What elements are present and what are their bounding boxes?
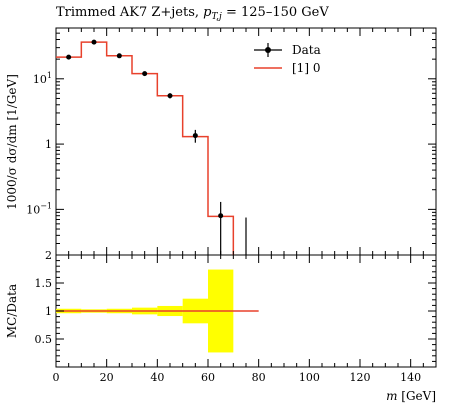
legend-data-marker — [265, 47, 271, 53]
mc-histogram — [56, 41, 235, 255]
x-tick-label-5: 100 — [299, 371, 320, 384]
ratio-y-tick-label-0: 0.5 — [35, 333, 53, 346]
x-tick-label-1: 20 — [100, 371, 114, 384]
ratio-y-tick-label-3: 2 — [45, 249, 52, 262]
main-y-axis-label: 1000/σ dσ/dm [1/GeV] — [5, 74, 19, 210]
legend: Data [1] 0 — [254, 43, 321, 75]
data-point-3 — [142, 71, 148, 77]
main-y-tick-label-0: 10−1 — [26, 201, 52, 216]
data-points — [66, 39, 247, 255]
x-tick-label-0: 0 — [53, 371, 60, 384]
ratio-y-tick-label-2: 1.5 — [35, 277, 53, 290]
ratio-y-ticks: 0.5 1 1.5 2 — [35, 249, 436, 362]
x-tick-label-4: 80 — [252, 371, 266, 384]
data-point-0 — [66, 54, 72, 60]
x-axis-label: m [GeV] — [386, 389, 436, 403]
main-y-tick-label-2: 101 — [33, 71, 52, 86]
data-point-4 — [167, 93, 173, 99]
legend-mc-label: [1] 0 — [292, 61, 320, 75]
x-tick-label-2: 40 — [150, 371, 164, 384]
data-point-5 — [192, 133, 198, 139]
data-point-6 — [218, 213, 224, 219]
data-point-1 — [91, 39, 97, 45]
x-ticks: 0 20 40 60 80 100 120 140 — [53, 28, 424, 384]
mc-histogram-line — [56, 41, 235, 255]
legend-data-label: Data — [292, 43, 321, 57]
x-tick-label-7: 140 — [400, 371, 421, 384]
x-tick-label-6: 120 — [350, 371, 371, 384]
ratio-y-axis-label: MC/Data — [5, 284, 19, 338]
data-point-2 — [116, 53, 122, 59]
ratio-y-tick-label-1: 1 — [45, 305, 52, 318]
chart-title: Trimmed AK7 Z+jets, pT,j = 125–150 GeV — [56, 5, 329, 22]
main-y-ticks: 10−1 1 101 — [26, 27, 436, 256]
x-tick-label-3: 60 — [201, 371, 215, 384]
main-y-tick-label-1: 1 — [45, 138, 52, 151]
